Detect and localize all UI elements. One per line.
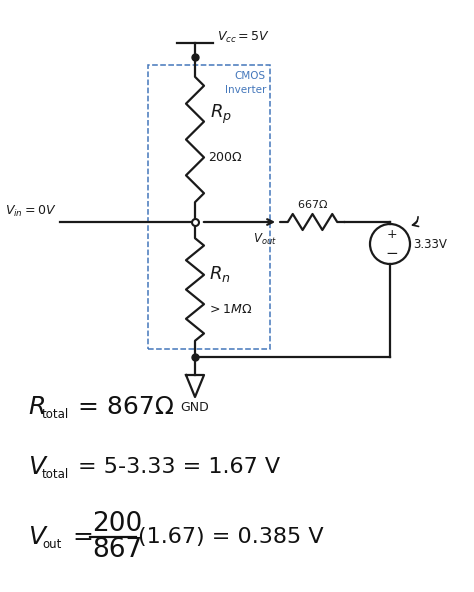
Text: = 867Ω: = 867Ω <box>78 395 174 419</box>
Text: −: − <box>386 246 398 260</box>
Text: = 5-3.33 = 1.67 V: = 5-3.33 = 1.67 V <box>78 457 280 477</box>
Text: =: = <box>72 525 93 549</box>
Text: GND: GND <box>181 401 210 414</box>
Text: total: total <box>42 408 69 422</box>
Text: total: total <box>42 468 69 481</box>
Text: +: + <box>387 229 397 242</box>
Text: 867: 867 <box>92 537 142 563</box>
Text: $R_n$: $R_n$ <box>209 265 231 285</box>
Text: V: V <box>28 455 45 479</box>
Text: R: R <box>28 395 46 419</box>
Text: $667\Omega$: $667\Omega$ <box>297 198 328 210</box>
Text: Inverter: Inverter <box>225 85 266 95</box>
Text: $200\Omega$: $200\Omega$ <box>208 151 243 164</box>
Text: (1.67) = 0.385 V: (1.67) = 0.385 V <box>138 527 324 547</box>
Text: out: out <box>42 539 61 552</box>
Text: 3.33V: 3.33V <box>413 237 447 250</box>
Text: 200: 200 <box>92 511 142 537</box>
Text: $V_{out}$: $V_{out}$ <box>253 232 277 247</box>
Text: $V_{in}=0V$: $V_{in}=0V$ <box>5 204 56 219</box>
Text: $R_p$: $R_p$ <box>210 103 232 126</box>
Text: $V_{cc}=5V$: $V_{cc}=5V$ <box>217 30 270 44</box>
Text: $>1M\Omega$: $>1M\Omega$ <box>207 303 252 316</box>
Bar <box>148 65 270 349</box>
Text: CMOS: CMOS <box>235 71 266 81</box>
Text: V: V <box>28 525 45 549</box>
